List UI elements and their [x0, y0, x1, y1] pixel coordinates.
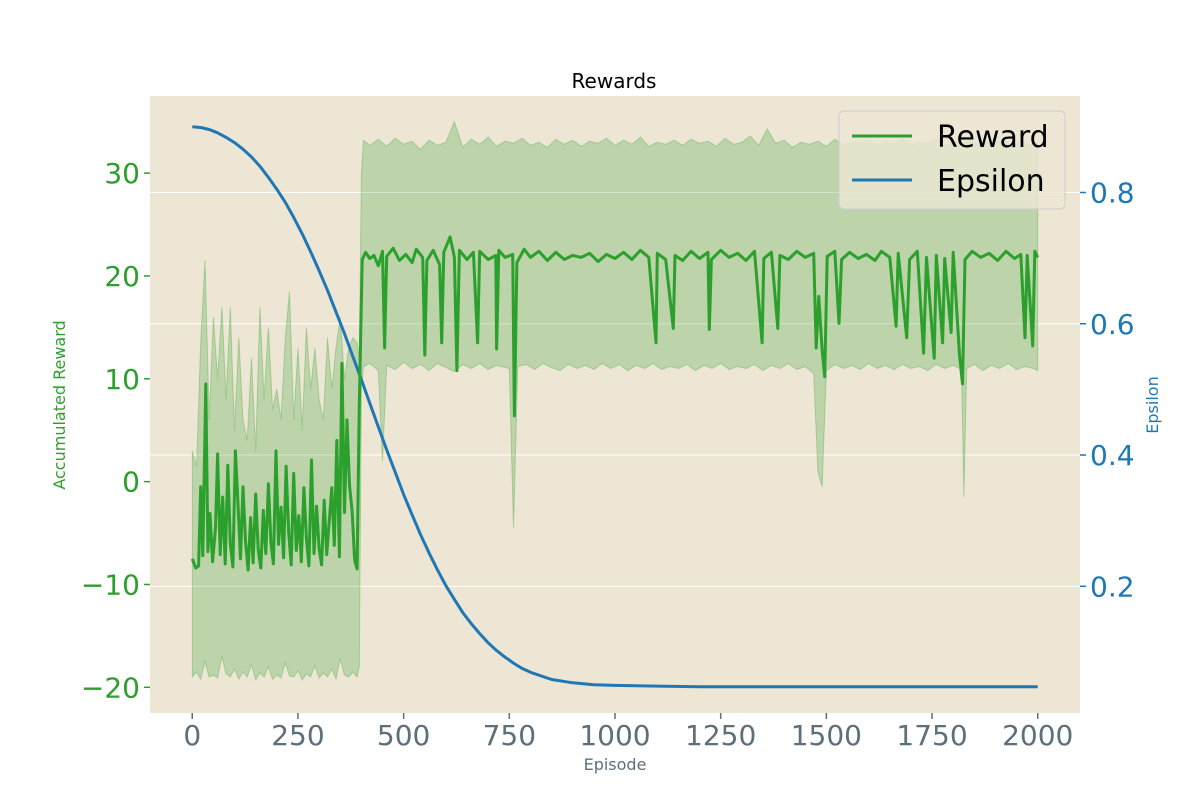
y-left-tick-label: 10 [104, 363, 140, 396]
reward-line [190, 235, 1040, 572]
legend: Reward Epsilon [838, 110, 1066, 210]
x-tick-label: 1500 [791, 719, 862, 752]
x-tick-label: 1000 [579, 719, 650, 752]
epsilon-line [192, 125, 1038, 689]
x-tick-label: 1750 [896, 719, 967, 752]
y-left-tick-label: 30 [104, 157, 140, 190]
y-right-tick-label: 0.4 [1090, 439, 1135, 472]
tick-layer: 0.2 0.4 0.6 0.8 −20 −10 0 10 20 30 0 250 500 750 1000 1… [81, 157, 1135, 752]
reward-layer [190, 235, 1040, 572]
chart-title: Rewards [572, 69, 657, 93]
y-left-tick-label: −10 [81, 568, 140, 601]
y-left-tick-label: −20 [81, 671, 140, 704]
x-tick-label: 250 [271, 719, 324, 752]
y-axis-label-left: Accumulated Reward [50, 320, 69, 489]
x-tick-label: 0 [183, 719, 201, 752]
y-right-tick-label: 0.2 [1090, 570, 1135, 603]
y-right-tick-label: 0.8 [1090, 176, 1135, 209]
x-axis-label: Episode [584, 755, 647, 774]
y-left-tick-label: 0 [122, 466, 140, 499]
x-tick-label: 500 [377, 719, 430, 752]
x-tick-label: 750 [483, 719, 536, 752]
x-tick-label: 1250 [685, 719, 756, 752]
legend-epsilon-label: Epsilon [937, 164, 1045, 199]
y-left-tick-label: 20 [104, 260, 140, 293]
y-axis-label-right: Epsilon [1143, 376, 1162, 433]
legend-reward-label: Reward [937, 120, 1049, 155]
y-right-tick-label: 0.6 [1090, 308, 1135, 341]
epsilon-layer [192, 125, 1038, 689]
x-tick-label: 2000 [1002, 719, 1073, 752]
